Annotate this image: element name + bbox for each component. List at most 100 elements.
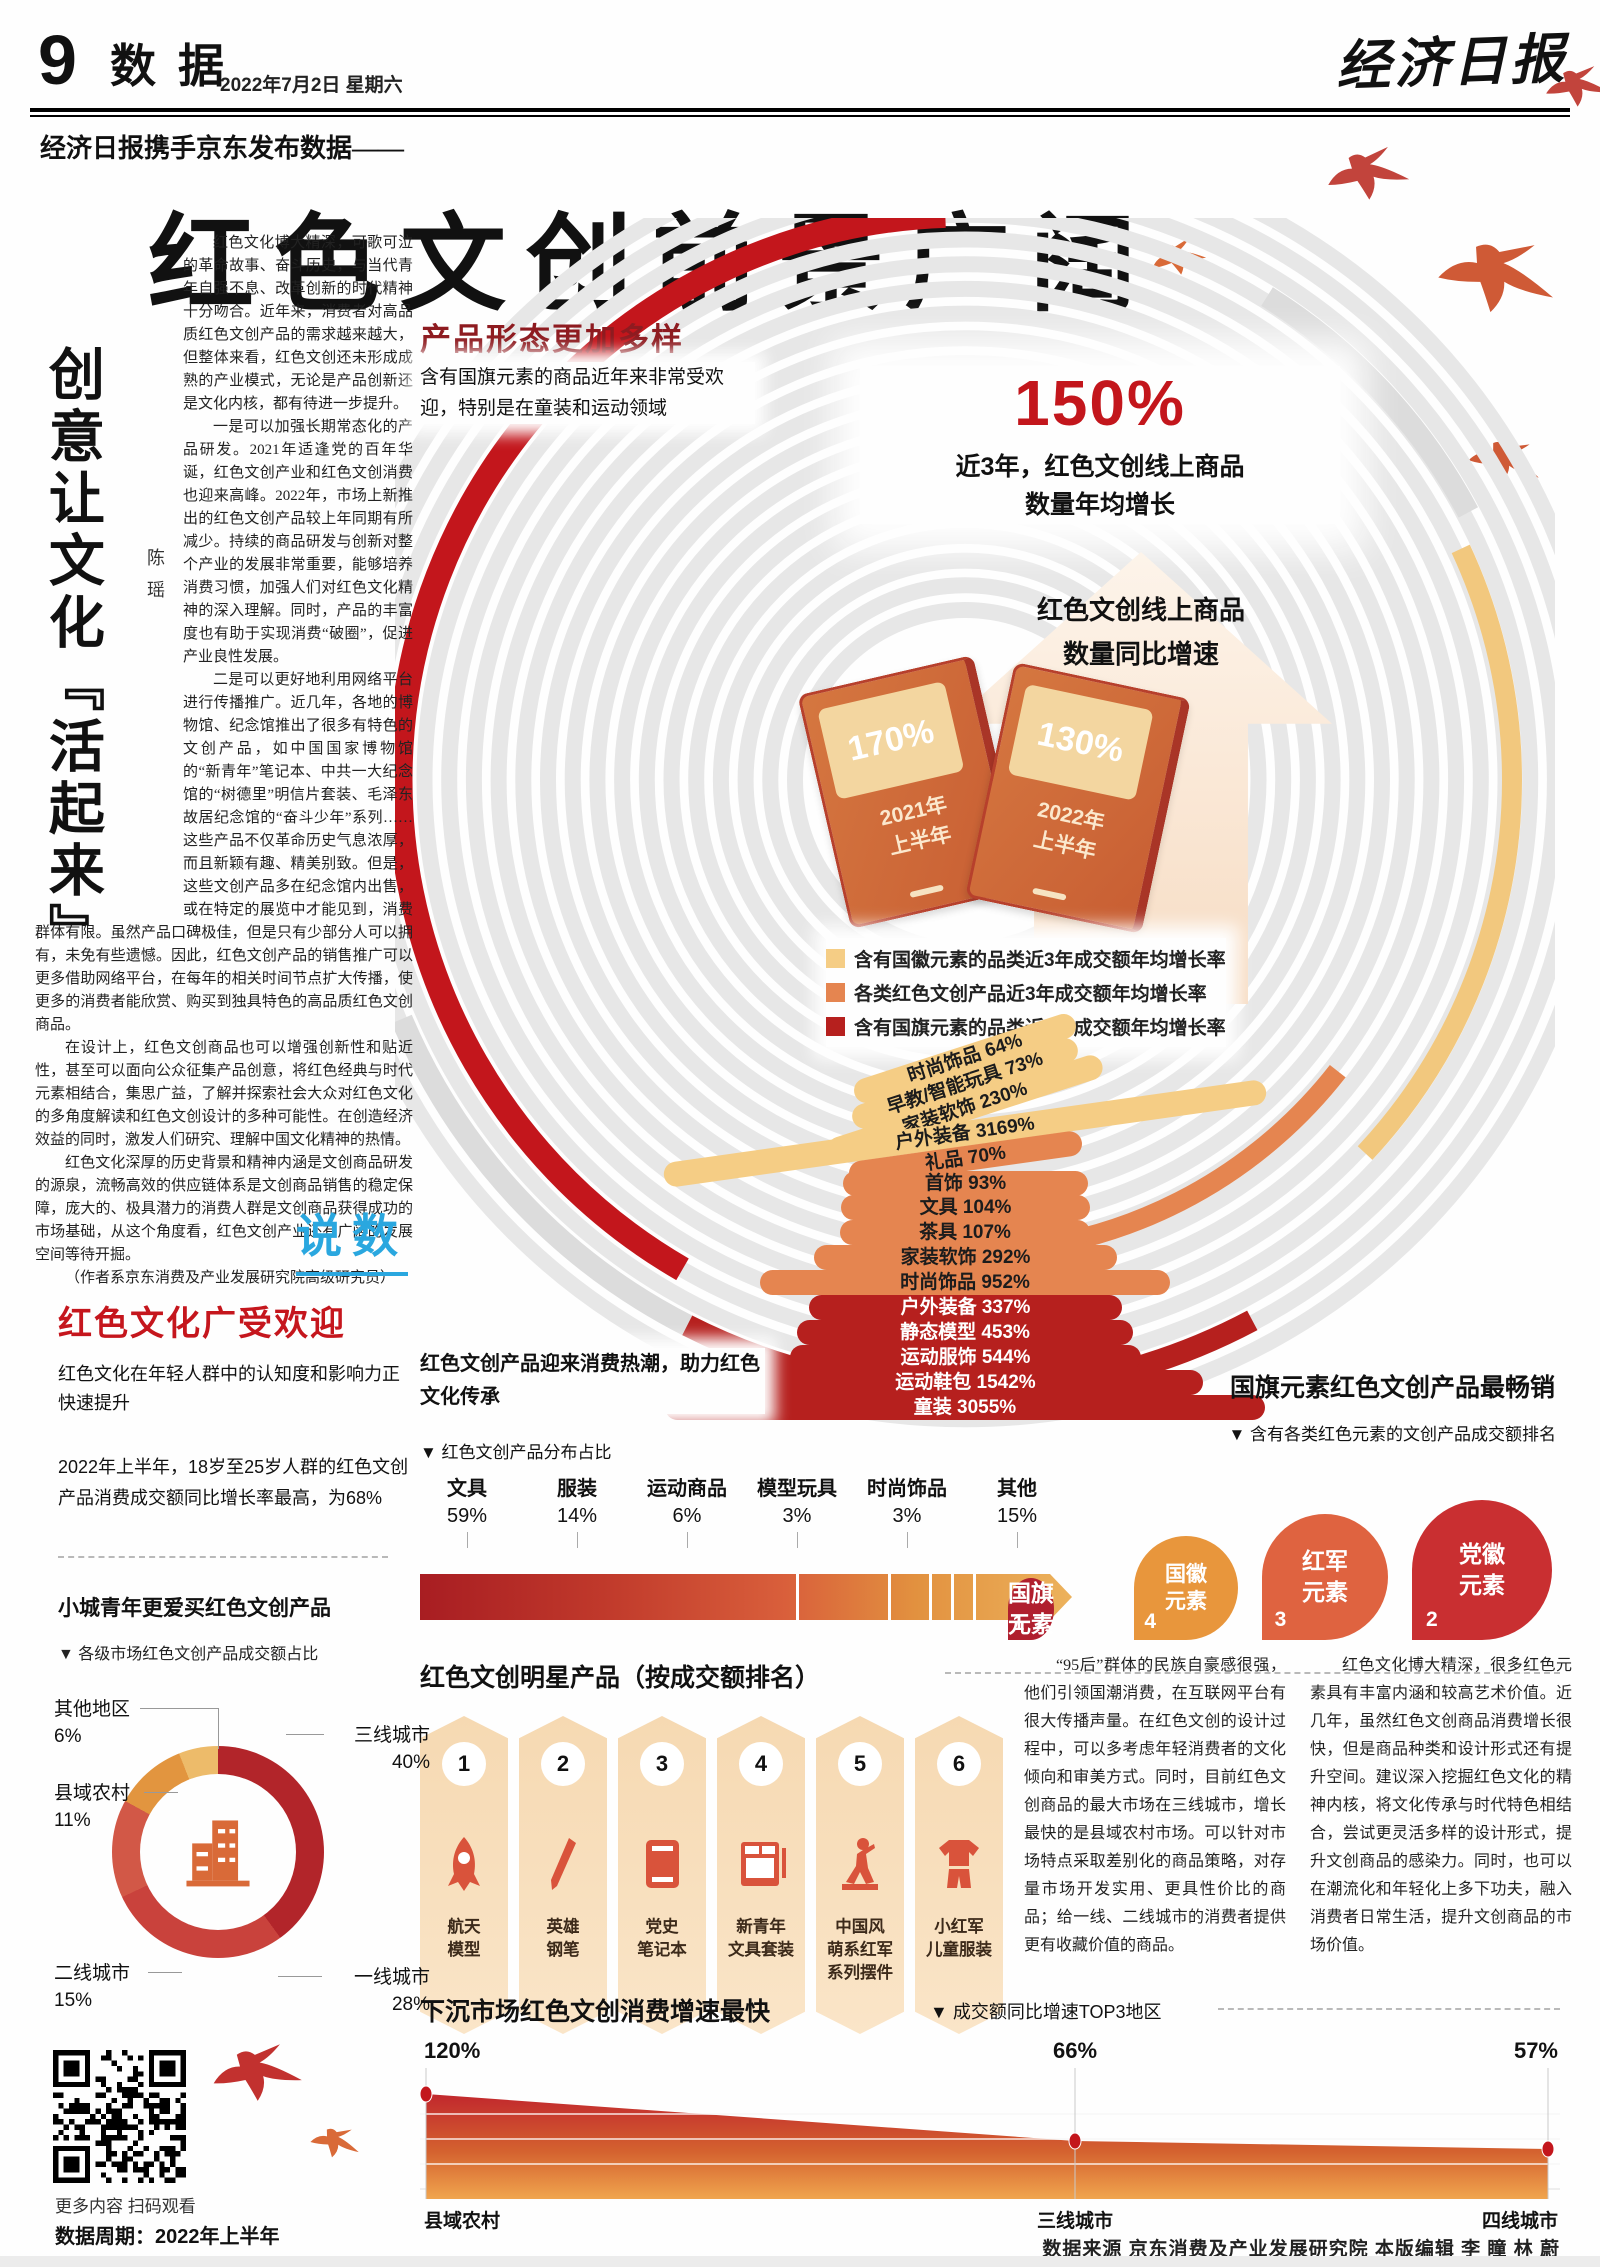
donut-hole (140, 1774, 296, 1930)
star-products-list: 1 航天 模型 2 英雄 钢笔 3 党史 笔记本 (420, 1716, 1020, 2036)
distribution-segment (891, 1574, 932, 1620)
area-chart-svg (419, 2068, 1560, 2199)
star-product-rank: 5 (838, 1742, 882, 1786)
distribution-labels: 文具 59% 服装 14% 运动商品 6% 模型玩具 3% 时尚饰品 3% (412, 1472, 1072, 1548)
flag-rank-caption: ▼ 含有各类红色元素的文创产品成交额排名 (1228, 1425, 1556, 1444)
popular-p2: 2022年上半年，18岁至25岁人群的红色文创产品消费成交额同比增长率最高，为6… (58, 1457, 409, 1508)
connector-line (286, 1734, 324, 1735)
distribution-category: 服装 (557, 1478, 597, 1500)
donut-label-tier2: 二线城市 15% (54, 1963, 131, 2011)
distribution-segment (954, 1574, 976, 1620)
article-paragraph: 二是可以更好地利用网络平台进行传播推广。近几年，各地的博物馆、纪念馆推出了很多有… (35, 672, 413, 1033)
star-product-card: 5 中国风 萌系红军 系列摆件 (816, 1716, 904, 2034)
distribution-value: 6% (672, 1505, 702, 1527)
consumption-note: 红色文创产品迎来消费热潮，助力红色文化传承 (420, 1348, 765, 1414)
star-product-rank: 6 (937, 1742, 981, 1786)
newspaper-masthead: 经济日报 (1335, 28, 1570, 98)
distribution-value: 3% (892, 1505, 922, 1527)
book-dash-decor (909, 884, 944, 898)
issue-date: 2022年7月2日 星期六 (220, 75, 403, 96)
star-product-card: 1 航天 模型 (420, 1716, 508, 2034)
commentary-paragraph: 红色文化博大精深，很多红色元素具有丰富内涵和较高艺术价值。近几年，虽然红色文创商… (1310, 1657, 1572, 1954)
footer-credits: 数据来源 京东消费及产业发展研究院 本版编辑 李 瞳 林 蔚 (1042, 2239, 1560, 2260)
star-product-card: 3 党史 笔记本 (618, 1716, 706, 2034)
element-drop: 红军 元素 3 (1262, 1514, 1388, 1640)
dove-icon (304, 2122, 364, 2163)
distribution-label: 服装 14% (522, 1472, 632, 1548)
connector-line (144, 1792, 178, 1793)
element-drop: 国徽 元素 4 (1134, 1536, 1238, 1640)
commentary-column: 红色文化博大精深，很多红色元素具有丰富内涵和较高艺术价值。近几年，虽然红色文创商… (1310, 1652, 1572, 1960)
donut-caption: ▼ 各级市场红色文创产品成交额占比 (58, 1646, 319, 1663)
element-drop: 党徽 元素 2 (1412, 1500, 1552, 1640)
distribution-value: 3% (782, 1505, 812, 1527)
divider (945, 1672, 1560, 1674)
legend-swatch (826, 949, 845, 968)
article-author: 陈瑶 (145, 548, 165, 612)
flag-rank-chart: 国徽 元素 4 红军 元素 3 党徽 元素 2 国旗 元素 1 (1008, 1460, 1568, 1640)
legend-swatch (826, 983, 845, 1002)
legend-label: 含有国徽元素的品类近3年成交额年均增长率 (854, 950, 1226, 971)
big-stat-caption: 近3年，红色文创线上商品 数量年均增长 (955, 453, 1245, 519)
element-rank: 2 (1426, 1607, 1438, 1631)
legend-swatch (826, 1017, 845, 1036)
qr-caption: 更多内容 扫码观看 (55, 2197, 196, 2216)
point-value: 120% (424, 2038, 481, 2063)
product-icon (632, 1834, 692, 1894)
star-product-rank: 1 (442, 1742, 486, 1786)
point-value: 66% (1052, 2038, 1098, 2063)
legend-label: 含有国旗元素的品类近3年成交额年均增长率 (854, 1018, 1226, 1039)
element-drop: 国旗 元素 1 (1008, 1578, 1054, 1640)
distribution-value: 15% (996, 1505, 1038, 1527)
element-label: 国徽 元素 (1165, 1563, 1207, 1613)
element-rank: 4 (1144, 1609, 1157, 1633)
book-dash-decor (1032, 887, 1067, 901)
donut-label-rural: 县域农村 11% (54, 1783, 131, 1831)
buildings-icon (186, 1820, 250, 1887)
legend-item: 含有国旗元素的品类近3年成交额年均增长率 (826, 1013, 1226, 1040)
diverse-section-heading: 产品形态更加多样 (420, 322, 684, 357)
star-product-rank: 3 (640, 1742, 684, 1786)
dove-icon (1317, 142, 1416, 210)
sinking-area-chart: 120% 66% 57% 县域农村 三线城市 四线城市 (419, 2034, 1560, 2244)
star-product-label: 新青年 文具套装 (728, 1918, 794, 1959)
article-paragraph: 一是可以加强长期常态化的产品研发。2021年适逢党的百年华诞，红色文创产业和红色… (183, 419, 413, 665)
element-rank: 3 (1274, 1608, 1287, 1632)
element-label: 红军 元素 (1302, 1548, 1348, 1605)
point-xlabel: 四线城市 (1481, 2211, 1558, 2232)
commentary-column: “95后”群体的民族自豪感很强，他们引领国潮消费，在互联网平台有很大传播声量。在… (1024, 1652, 1286, 1960)
distribution-category: 文具 (447, 1478, 487, 1500)
data-period: 数据周期：2022年上半年 (55, 2226, 280, 2248)
distribution-value: 14% (556, 1505, 598, 1527)
connector-line (140, 1708, 219, 1749)
distribution-value: 59% (446, 1505, 488, 1527)
big-stat-value: 150% (1014, 367, 1186, 439)
star-products-heading: 红色文创明星产品（按成交额排名） (420, 1664, 821, 1692)
distribution-segment (799, 1574, 891, 1620)
donut-label-other: 其他地区 6% (54, 1699, 131, 1747)
point-value: 57% (1513, 2038, 1558, 2063)
distribution-label: 文具 59% (412, 1472, 522, 1548)
element-rank: 1 (1012, 1612, 1025, 1636)
yoy-value-2022: 130% (1007, 683, 1154, 801)
distribution-category: 模型玩具 (757, 1478, 837, 1500)
article-paragraph: 红色文化深厚的历史背景和精神内涵是文创商品研发的源泉，流畅高效的供应链体系是文创… (35, 1155, 413, 1263)
divider (1218, 2008, 1560, 2010)
legend-label: 各类红色文创产品近3年成交额年均增长率 (854, 984, 1207, 1005)
qr-code (53, 2050, 186, 2183)
connector-line (148, 1972, 182, 1973)
star-product-label: 航天 模型 (447, 1918, 481, 1959)
page-number: 9 (38, 21, 79, 99)
distribution-category: 其他 (997, 1478, 1037, 1500)
commentary-paragraph: “95后”群体的民族自豪感很强，他们引领国潮消费，在互联网平台有很大传播声量。在… (1024, 1657, 1286, 1954)
star-product-label: 小红军 儿童服装 (926, 1918, 992, 1959)
market-share-donut-chart: 其他地区 6% 三线城市 40% 县域农村 11% 二线城市 15% 一线城市 28% (40, 1688, 440, 2068)
popular-section-heading: 红色文化广受欢迎 (58, 1305, 346, 1343)
legend-item: 含有国徽元素的品类近3年成交额年均增长率 (826, 945, 1226, 972)
sinking-caption: ▼ 成交额同比增速TOP3地区 (930, 2002, 1162, 2022)
sinking-heading: 下沉市场红色文创消费增速最快 (420, 1998, 771, 2026)
column-badge: 说数 (296, 1200, 408, 1276)
product-icon (929, 1834, 989, 1894)
product-icon (731, 1834, 791, 1894)
